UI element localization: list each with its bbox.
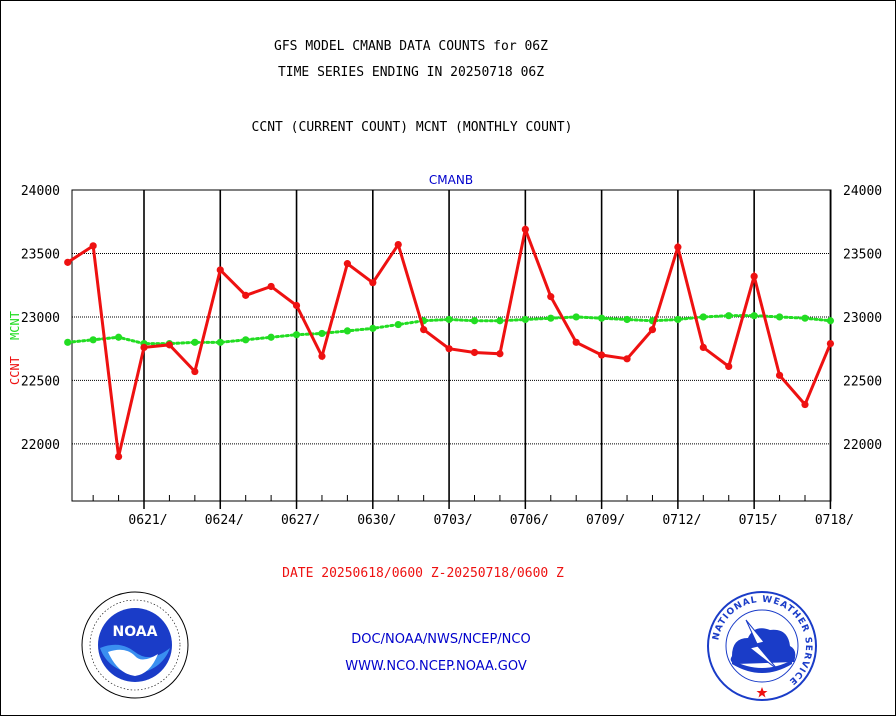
y-tick-label-right: 22500 [843, 374, 882, 389]
y-axis-label-mcnt: MCNT [8, 311, 22, 340]
x-tick-label: 0703/ [434, 513, 473, 528]
chart-title-line2: TIME SERIES ENDING IN 20250718 06Z [277, 65, 545, 80]
org-path-link[interactable]: DOC/NOAA/NWS/NCEP/NCO [351, 632, 531, 647]
x-tick-label: 0627/ [281, 513, 320, 528]
x-axis-labels: 0621/0624/0627/0630/0703/0706/0709/0712/… [128, 513, 854, 528]
ccnt-point [801, 400, 809, 409]
ccnt-point [521, 225, 529, 233]
y-tick-label-right: 22000 [843, 438, 882, 453]
mcnt-point [547, 314, 555, 322]
x-tick-label: 0709/ [586, 513, 625, 528]
y-axis-labels: 22000 22000 22500 22500 23000 23000 23500 23500… [21, 184, 882, 453]
mcnt-point [216, 338, 224, 346]
x-tick-label: 0712/ [662, 513, 701, 528]
y-axis-label-ccnt: CCNT [8, 356, 22, 385]
ccnt-point [267, 282, 275, 291]
ccnt-point [292, 301, 301, 310]
ccnt-point [216, 266, 224, 274]
mcnt-point [114, 333, 123, 341]
mcnt-point [496, 317, 504, 325]
date-range-label: DATE 20250618/0600 Z-20250718/0600 Z [282, 566, 564, 581]
x-tick-label: 0715/ [739, 513, 778, 528]
ccnt-point [470, 348, 479, 357]
mcnt-point [343, 327, 351, 335]
ccnt-point [547, 293, 555, 301]
mcnt-point [750, 312, 758, 320]
mcnt-point [394, 320, 402, 329]
y-tick-label-right: 23000 [843, 311, 882, 326]
ccnt-point [191, 367, 199, 376]
ccnt-point [343, 260, 351, 268]
plot-area [71, 189, 832, 502]
ccnt-point [89, 242, 97, 250]
mcnt-point [521, 315, 529, 324]
ccnt-point [394, 240, 402, 249]
ccnt-point [775, 371, 784, 379]
y-tick-label-left: 23000 [21, 311, 60, 326]
ccnt-point [242, 291, 250, 299]
mcnt-point [267, 333, 275, 341]
y-tick-label-left: 22500 [21, 374, 60, 389]
ccnt-point [826, 339, 835, 348]
x-tick-label: 0718/ [815, 513, 854, 528]
ccnt-point [318, 352, 326, 360]
mcnt-point [89, 336, 97, 344]
mcnt-point [191, 338, 199, 346]
x-tick-label: 0630/ [357, 513, 396, 528]
ccnt-point [623, 355, 631, 363]
noaa-logo-text: NOAA [113, 624, 158, 640]
mcnt-point [699, 313, 707, 321]
nws-logo-icon: NATIONAL WEATHER SERVICE [707, 591, 817, 701]
ccnt-point [64, 258, 72, 266]
chart-subtitle: CCNT (CURRENT COUNT) MCNT (MONTHLY COUNT… [251, 120, 573, 135]
y-tick-label-left: 23500 [21, 247, 60, 262]
series-mcnt [64, 312, 835, 348]
y-tick-label-right: 24000 [843, 184, 882, 199]
ccnt-point [445, 345, 453, 353]
mcnt-point [801, 314, 809, 322]
grid-lines [72, 189, 832, 501]
plot-title: CMANB [429, 173, 473, 187]
ccnt-point [420, 326, 428, 334]
y-tick-label-right: 23500 [843, 247, 882, 262]
ccnt-point [496, 350, 504, 358]
ccnt-point [140, 343, 148, 352]
ccnt-point [165, 341, 174, 349]
y-tick-label-left: 22000 [21, 438, 60, 453]
mcnt-point [369, 324, 377, 332]
x-tick-label: 0621/ [128, 513, 167, 528]
mcnt-point [826, 317, 835, 325]
series-ccnt [64, 223, 835, 461]
mcnt-point [242, 336, 250, 344]
mcnt-point [775, 313, 784, 321]
mcnt-point [623, 315, 631, 324]
mcnt-point [318, 329, 326, 338]
mcnt-point [445, 315, 453, 324]
x-tick-label: 0624/ [205, 513, 244, 528]
x-tick-label: 0706/ [510, 513, 549, 528]
mcnt-point [292, 331, 301, 339]
mcnt-point [598, 314, 606, 322]
y-tick-label-left: 24000 [21, 184, 60, 199]
ccnt-point [750, 272, 758, 280]
ccnt-point [648, 326, 657, 334]
mcnt-point [470, 317, 479, 325]
mcnt-point [725, 312, 733, 320]
mcnt-point [572, 313, 580, 321]
ccnt-point [598, 351, 606, 359]
mcnt-point [674, 315, 682, 324]
ccnt-point [725, 362, 733, 371]
chart-title-line1: GFS MODEL CMANB DATA COUNTS for 06Z [274, 39, 548, 54]
noaa-logo-icon: NOAA [81, 591, 189, 699]
ccnt-point [114, 452, 123, 461]
ccnt-point [674, 243, 682, 251]
mcnt-point [64, 338, 72, 346]
ccnt-point [699, 343, 707, 352]
ccnt-point [572, 338, 580, 346]
ccnt-point [369, 279, 377, 287]
website-link[interactable]: WWW.NCO.NCEP.NOAA.GOV [345, 659, 527, 674]
